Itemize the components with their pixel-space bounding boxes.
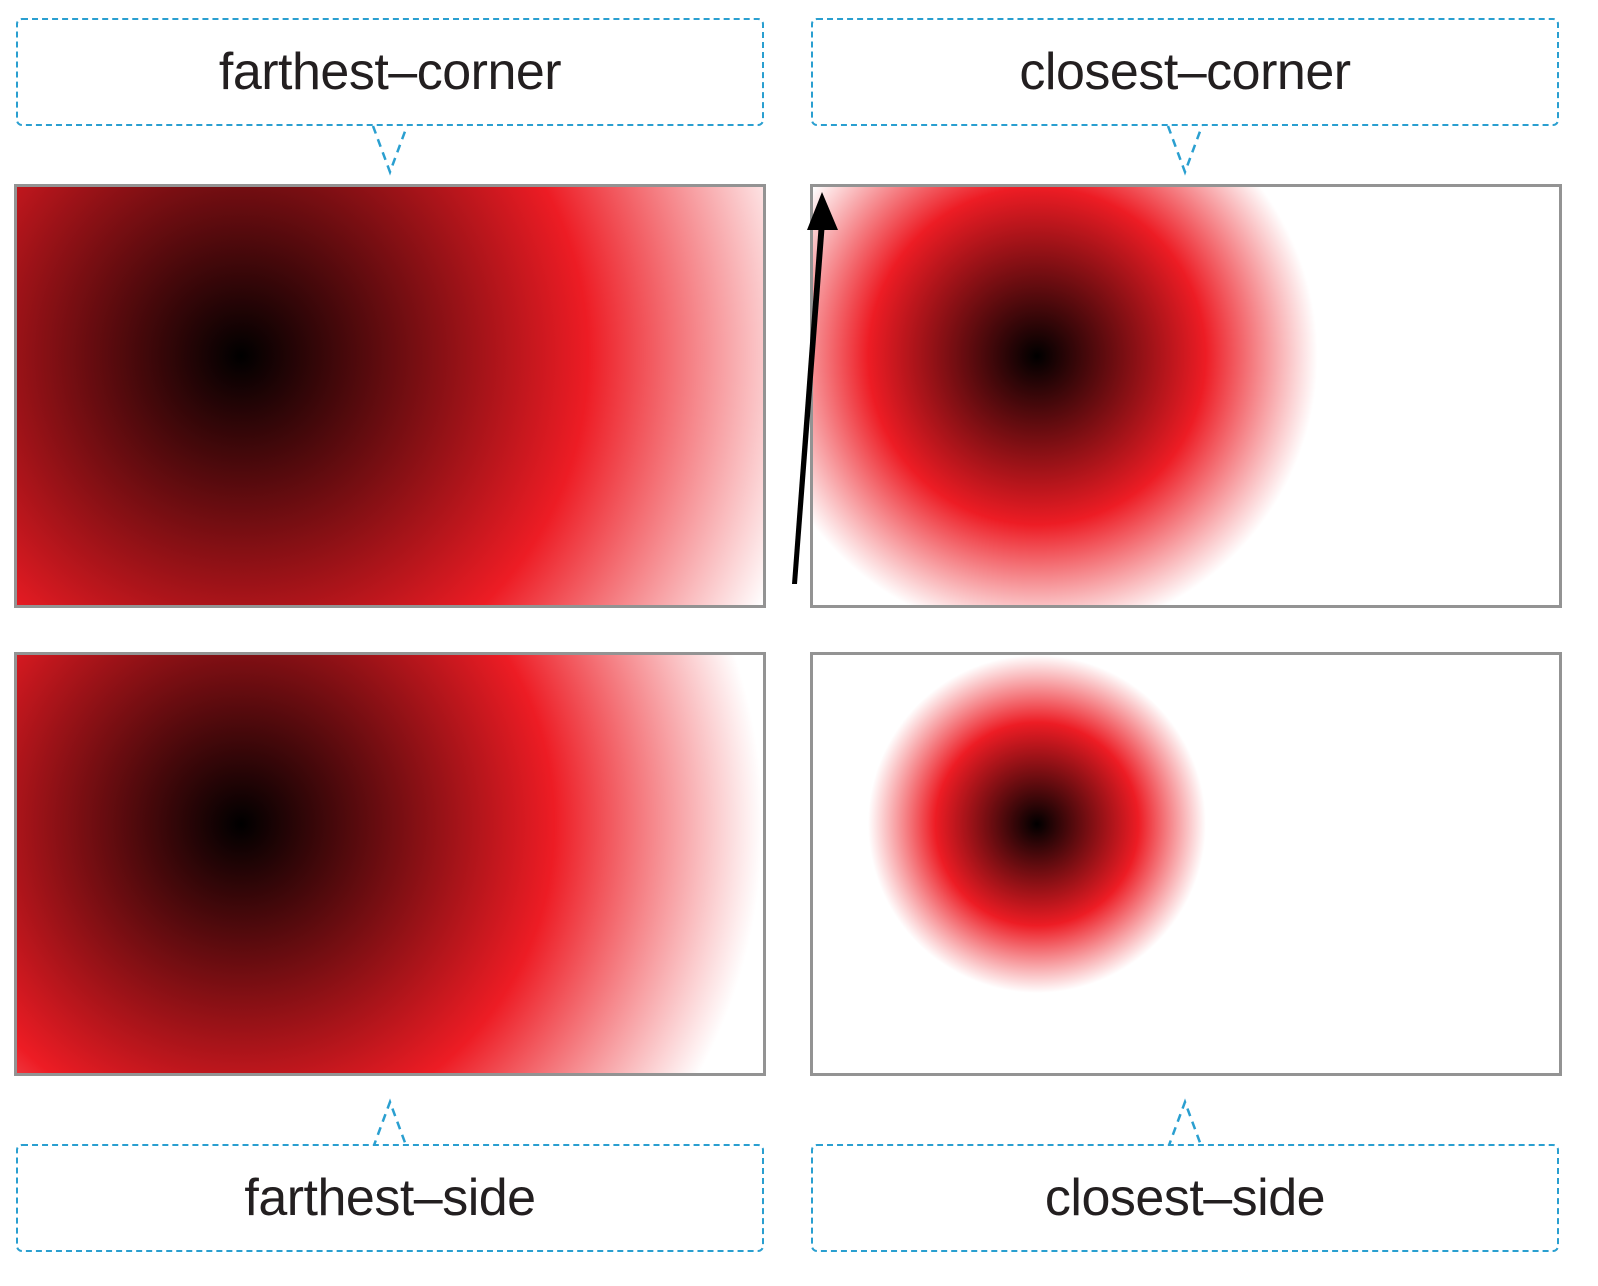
panel-closest-side bbox=[810, 652, 1562, 1076]
label-closest-side: closest–side bbox=[1044, 1169, 1326, 1227]
callout-farthest-side: farthest–side bbox=[16, 1144, 764, 1252]
arrow-shaft bbox=[792, 222, 825, 584]
callout-closest-side: closest–side bbox=[811, 1144, 1559, 1252]
label-farthest-side: farthest–side bbox=[244, 1169, 536, 1227]
label-closest-corner: closest–corner bbox=[1019, 43, 1351, 101]
callout-farthest-corner: farthest–corner bbox=[16, 18, 764, 126]
callout-pointer-closest-side bbox=[1166, 1098, 1204, 1149]
panel-farthest-side bbox=[14, 652, 766, 1076]
label-farthest-corner: farthest–corner bbox=[218, 43, 562, 101]
panel-closest-corner bbox=[810, 184, 1562, 608]
arrow-head bbox=[807, 192, 838, 230]
callout-closest-corner: closest–corner bbox=[811, 18, 1559, 126]
panel-farthest-corner bbox=[14, 184, 766, 608]
callout-pointer-farthest-side bbox=[371, 1098, 409, 1149]
callout-pointer-farthest-corner bbox=[371, 125, 409, 176]
callout-pointer-closest-corner bbox=[1166, 125, 1204, 176]
